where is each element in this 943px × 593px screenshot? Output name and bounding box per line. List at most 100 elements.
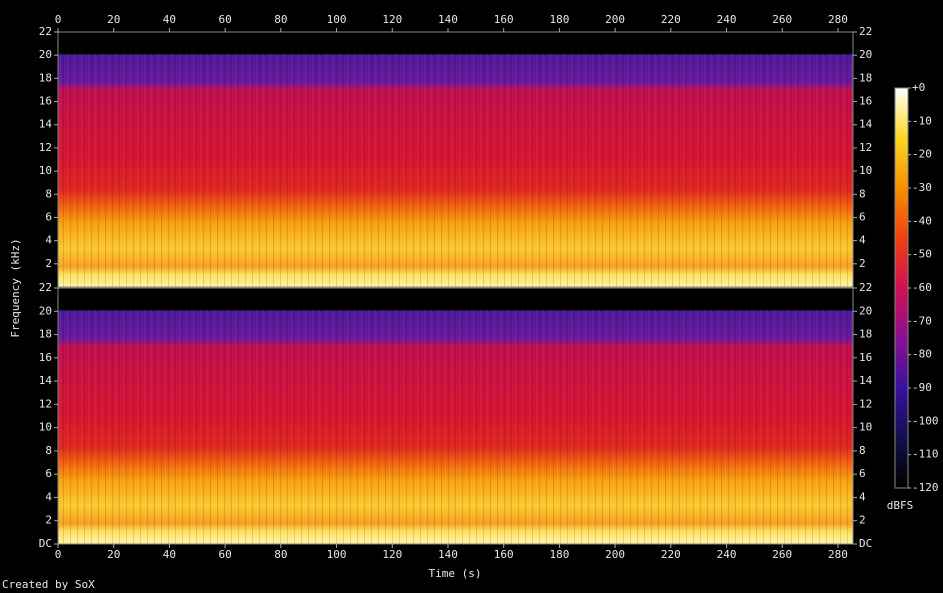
x-tick-label: 160 <box>494 13 514 26</box>
x-tick-label: 60 <box>219 548 232 561</box>
y-tick-label: 18 <box>39 71 52 84</box>
y-tick-label: 4 <box>859 490 866 503</box>
colorbar-tick-label: -120 <box>912 481 939 494</box>
y-tick-label: 20 <box>859 304 872 317</box>
x-tick-label: 260 <box>772 548 792 561</box>
y-tick-label: 2 <box>45 514 52 527</box>
x-tick-label: 120 <box>382 13 402 26</box>
x-tick-label: 20 <box>107 548 120 561</box>
y-tick-label: DC <box>859 537 872 550</box>
y-tick-label: 2 <box>859 514 866 527</box>
y-tick-label: 8 <box>859 444 866 457</box>
colorbar-tick-label: +0 <box>912 81 925 94</box>
y-tick-label: 22 <box>859 281 872 294</box>
y-tick-label: DC <box>39 537 52 550</box>
x-tick-label: 80 <box>274 13 287 26</box>
x-tick-label: 60 <box>219 13 232 26</box>
colorbar-tick-label: -100 <box>912 414 939 427</box>
x-tick-label: 140 <box>438 13 458 26</box>
y-tick-label: 6 <box>45 210 52 223</box>
x-tick-label: 100 <box>327 548 347 561</box>
colorbar-tick-label: -10 <box>912 114 932 127</box>
colorbar-tick-label: -110 <box>912 448 939 461</box>
x-tick-label: 240 <box>717 548 737 561</box>
colorbar-tick-label: -30 <box>912 181 932 194</box>
y-tick-label: 18 <box>859 71 872 84</box>
x-tick-label: 280 <box>828 548 848 561</box>
spectrogram-texture <box>58 52 853 287</box>
y-tick-label: 16 <box>859 95 872 108</box>
y-tick-label: 8 <box>45 187 52 200</box>
y-tick-label: 12 <box>39 141 52 154</box>
y-tick-label: 10 <box>39 421 52 434</box>
y-tick-label: 12 <box>39 397 52 410</box>
colorbar-tick-label: -60 <box>912 281 932 294</box>
y-tick-label: 14 <box>859 374 873 387</box>
y-tick-label: 12 <box>859 397 872 410</box>
y-tick-label: 16 <box>859 351 872 364</box>
x-tick-label: 0 <box>55 13 62 26</box>
y-tick-label: 14 <box>39 118 53 131</box>
colorbar-tick-label: -20 <box>912 148 932 161</box>
colorbar-label: dBFS <box>887 499 914 512</box>
x-tick-label: 40 <box>163 548 176 561</box>
colorbar-tick-label: -50 <box>912 248 932 261</box>
x-tick-label: 200 <box>605 13 625 26</box>
y-tick-label: 12 <box>859 141 872 154</box>
x-tick-label: 240 <box>717 13 737 26</box>
x-tick-label: 140 <box>438 548 458 561</box>
x-tick-label: 220 <box>661 13 681 26</box>
y-tick-label: 16 <box>39 351 52 364</box>
y-tick-label: 2 <box>45 257 52 270</box>
colorbar <box>894 87 909 489</box>
y-tick-label: 8 <box>45 444 52 457</box>
y-tick-label: 8 <box>859 187 866 200</box>
x-tick-label: 200 <box>605 548 625 561</box>
y-tick-label: 18 <box>859 328 872 341</box>
x-tick-label: 120 <box>382 548 402 561</box>
y-tick-label: 22 <box>859 25 872 38</box>
y-tick-label: 2 <box>859 257 866 270</box>
spectrogram-texture <box>58 308 853 544</box>
panel-border <box>57 31 854 288</box>
x-tick-label: 100 <box>327 13 347 26</box>
y-tick-label: 18 <box>39 328 52 341</box>
y-tick-label: 10 <box>39 164 52 177</box>
panel-border <box>57 287 854 545</box>
x-tick-label: 40 <box>163 13 176 26</box>
y-tick-label: 6 <box>45 467 52 480</box>
x-tick-label: 280 <box>828 13 848 26</box>
y-tick-label: 4 <box>859 234 866 247</box>
spectrogram-panels <box>57 31 854 545</box>
x-tick-label: 220 <box>661 548 681 561</box>
y-tick-label: 14 <box>39 374 53 387</box>
y-tick-label: 14 <box>859 118 873 131</box>
y-tick-label: 4 <box>45 234 52 247</box>
y-tick-label: 10 <box>859 164 872 177</box>
y-tick-label: 22 <box>39 25 52 38</box>
y-tick-label: 4 <box>45 490 52 503</box>
x-tick-label: 20 <box>107 13 120 26</box>
y-tick-label: 20 <box>39 304 52 317</box>
x-axis-label: Time (s) <box>429 567 482 580</box>
colorbar-tick-label: -40 <box>912 214 932 227</box>
x-tick-label: 180 <box>549 548 569 561</box>
y-axis-label: Frequency (kHz) <box>9 238 22 337</box>
colorbar-tick-label: -80 <box>912 348 932 361</box>
x-tick-label: 0 <box>55 548 62 561</box>
x-tick-label: 80 <box>274 548 287 561</box>
colorbar-tick-label: -90 <box>912 381 932 394</box>
y-tick-label: 6 <box>859 467 866 480</box>
colorbar-tick-label: -70 <box>912 314 932 327</box>
x-tick-label: 260 <box>772 13 792 26</box>
y-tick-label: 10 <box>859 421 872 434</box>
y-tick-label: 20 <box>39 48 52 61</box>
y-tick-label: 20 <box>859 48 872 61</box>
x-tick-label: 160 <box>494 548 514 561</box>
y-tick-label: 6 <box>859 210 866 223</box>
footer: Created by SoX <box>2 578 95 591</box>
y-tick-label: 16 <box>39 95 52 108</box>
y-tick-label: 22 <box>39 281 52 294</box>
x-tick-label: 180 <box>549 13 569 26</box>
